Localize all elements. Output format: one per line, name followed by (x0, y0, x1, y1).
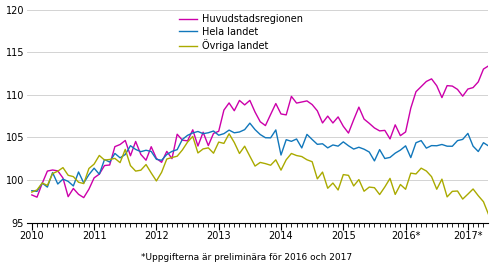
Line: Övriga landet: Övriga landet (32, 134, 494, 215)
Hela landet (320, 142, 326, 145)
Övriga landet (29, 191, 35, 194)
Line: Huvudstadsregionen: Huvudstadsregionen (32, 66, 494, 198)
Huvudstadsregionen (408, 107, 414, 110)
Huvudstadsregionen (29, 193, 35, 197)
Huvudstadsregionen (81, 196, 86, 199)
Huvudstadsregionen (413, 90, 419, 93)
Huvudstadsregionen (429, 77, 435, 81)
Hela landet (34, 190, 40, 193)
Övriga landet (413, 172, 419, 175)
Övriga landet (486, 213, 492, 216)
Hela landet (413, 141, 419, 144)
Hela landet (29, 189, 35, 192)
Hela landet (408, 156, 414, 159)
Huvudstadsregionen (382, 129, 388, 132)
Övriga landet (382, 185, 388, 188)
Text: *Uppgifterna är preliminära för 2016 och 2017: *Uppgifterna är preliminära för 2016 och… (141, 253, 353, 262)
Huvudstadsregionen (314, 109, 320, 112)
Hela landet (418, 139, 424, 142)
Hela landet (434, 144, 440, 147)
Övriga landet (408, 171, 414, 175)
Övriga landet (314, 177, 320, 180)
Övriga landet (226, 132, 232, 135)
Legend: Huvudstadsregionen, Hela landet, Övriga landet: Huvudstadsregionen, Hela landet, Övriga … (179, 14, 303, 51)
Line: Hela landet: Hela landet (32, 123, 494, 191)
Hela landet (247, 122, 253, 125)
Huvudstadsregionen (403, 130, 409, 134)
Hela landet (387, 156, 393, 159)
Övriga landet (429, 175, 435, 178)
Huvudstadsregionen (486, 64, 492, 67)
Övriga landet (403, 188, 409, 191)
